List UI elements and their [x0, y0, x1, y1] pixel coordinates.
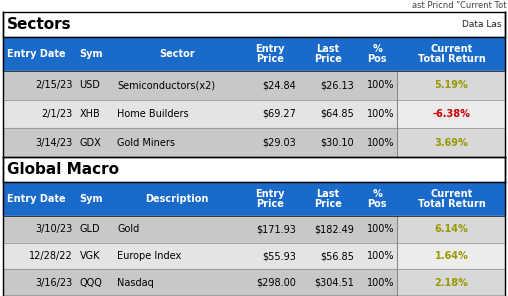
Text: 3/10/23: 3/10/23 [35, 224, 73, 234]
Bar [397, 37, 505, 71]
Text: 100%: 100% [367, 224, 394, 234]
Bar [397, 100, 505, 128]
Text: $55.93: $55.93 [262, 251, 296, 261]
Text: 6.14%: 6.14% [434, 224, 468, 234]
Text: $298.00: $298.00 [257, 278, 296, 288]
Text: %
Pos: % Pos [367, 189, 387, 210]
Text: Current
Total Return: Current Total Return [418, 44, 485, 65]
Bar [397, 243, 505, 269]
Text: GLD: GLD [80, 224, 100, 234]
Text: 100%: 100% [367, 138, 394, 148]
Text: ast Pricnd "Current Tot: ast Pricnd "Current Tot [412, 1, 507, 10]
Bar [3, 182, 397, 216]
Text: $69.27: $69.27 [262, 109, 296, 119]
Text: 2/1/23: 2/1/23 [41, 109, 73, 119]
Bar [3, 37, 397, 71]
Text: Description: Description [146, 194, 209, 204]
Text: Europe Index: Europe Index [117, 251, 181, 261]
Text: $30.10: $30.10 [321, 138, 354, 148]
Text: 12/28/22: 12/28/22 [28, 251, 73, 261]
Text: XHB: XHB [80, 109, 100, 119]
Text: Semiconductors(x2): Semiconductors(x2) [117, 80, 215, 90]
Text: $29.03: $29.03 [263, 138, 296, 148]
Text: Sectors: Sectors [7, 17, 71, 32]
Text: 100%: 100% [367, 109, 394, 119]
Bar [3, 157, 505, 182]
Text: Entry Date: Entry Date [7, 194, 65, 204]
Bar [3, 100, 397, 128]
Text: $64.85: $64.85 [321, 109, 354, 119]
Text: QQQ: QQQ [80, 278, 103, 288]
Text: Last
Price: Last Price [314, 189, 342, 210]
Bar [3, 269, 397, 296]
Text: 1.64%: 1.64% [434, 251, 468, 261]
Bar [3, 216, 397, 243]
Text: 2/15/23: 2/15/23 [35, 80, 73, 90]
Bar [397, 269, 505, 296]
Bar [3, 243, 397, 269]
Bar [397, 71, 505, 100]
Text: $304.51: $304.51 [314, 278, 354, 288]
Bar [397, 182, 505, 216]
Text: Nasdaq: Nasdaq [117, 278, 154, 288]
Text: Entry Date: Entry Date [7, 49, 65, 59]
Text: 3/14/23: 3/14/23 [35, 138, 73, 148]
Text: Current
Total Return: Current Total Return [418, 189, 485, 210]
Text: 2.18%: 2.18% [434, 278, 468, 288]
Bar [397, 128, 505, 157]
Text: USD: USD [80, 80, 101, 90]
Text: GDX: GDX [80, 138, 101, 148]
Text: $56.85: $56.85 [320, 251, 354, 261]
Text: Global Macro: Global Macro [7, 162, 118, 177]
Text: VGK: VGK [80, 251, 100, 261]
Bar [397, 216, 505, 243]
Text: 5.19%: 5.19% [434, 80, 468, 90]
Text: $171.93: $171.93 [257, 224, 296, 234]
Bar [3, 128, 397, 157]
Text: Sym: Sym [80, 194, 103, 204]
Text: Sym: Sym [80, 49, 103, 59]
Text: $24.84: $24.84 [263, 80, 296, 90]
Bar [3, 71, 397, 100]
Text: Gold Miners: Gold Miners [117, 138, 175, 148]
Text: 100%: 100% [367, 278, 394, 288]
Text: Entry
Price: Entry Price [256, 44, 285, 65]
Text: Gold: Gold [117, 224, 140, 234]
Text: Entry
Price: Entry Price [256, 189, 285, 210]
Text: $182.49: $182.49 [314, 224, 354, 234]
Text: Sector: Sector [160, 49, 195, 59]
Text: 3.69%: 3.69% [434, 138, 468, 148]
Text: Data Las: Data Las [462, 20, 501, 29]
Text: 100%: 100% [367, 80, 394, 90]
Text: %
Pos: % Pos [367, 44, 387, 65]
Text: Home Builders: Home Builders [117, 109, 189, 119]
Text: 3/16/23: 3/16/23 [35, 278, 73, 288]
Bar [3, 12, 505, 37]
Text: 100%: 100% [367, 251, 394, 261]
Text: -6.38%: -6.38% [432, 109, 470, 119]
Text: Last
Price: Last Price [314, 44, 342, 65]
Text: $26.13: $26.13 [321, 80, 354, 90]
